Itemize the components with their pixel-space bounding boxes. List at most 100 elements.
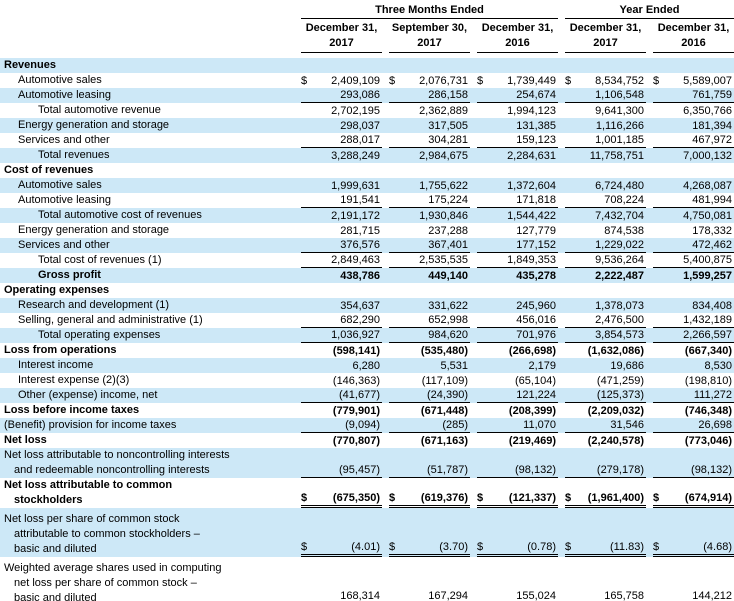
value-cell: 9,536,264	[558, 253, 646, 268]
row-label-line: attributable to common stockholders –	[14, 528, 200, 540]
row-label: Weighted average shares used in computin…	[0, 557, 294, 601]
value: 4,750,081	[683, 210, 733, 222]
row-label: Net loss attributable to noncontrolling …	[0, 448, 294, 478]
value: 11,070	[523, 419, 556, 431]
value-cell: 701,976	[470, 328, 558, 343]
value: 5,400,875	[683, 254, 733, 266]
value: (535,480)	[420, 345, 468, 357]
table-row: Total automotive cost of revenues 2,191,1…	[0, 208, 734, 223]
value-cell	[294, 163, 382, 178]
header-group-row: Three Months Ended Year Ended	[0, 3, 734, 21]
value-cell: 298,037	[294, 118, 382, 133]
value-cell: 682,290	[294, 313, 382, 328]
value-cell: 254,674	[470, 88, 558, 103]
row-label: Revenues	[0, 58, 294, 73]
row-label-line: stockholders	[14, 494, 83, 506]
row-label-line: Selling, general and administrative (1)	[18, 314, 203, 326]
table-row: Cost of revenues	[0, 163, 734, 178]
value: 167,294	[428, 590, 468, 601]
value: (598,141)	[332, 345, 380, 357]
row-label-line: Energy generation and storage	[18, 224, 170, 236]
value: 2,362,889	[419, 105, 468, 117]
dollar-sign: $	[301, 492, 308, 504]
row-label-line: Net loss attributable to noncontrolling …	[4, 449, 230, 461]
value-cell: 467,972	[646, 133, 734, 148]
value: 481,994	[692, 194, 733, 206]
value-cell: $2,409,109	[294, 73, 382, 88]
table-row: Selling, general and administrative (1) 6…	[0, 313, 734, 328]
value: 5,531	[440, 360, 468, 372]
value-cell: $ (0.78)	[470, 508, 558, 557]
col-group-year-ended: Year Ended	[565, 3, 734, 19]
value-cell: (2,209,032)	[558, 403, 646, 418]
value: 6,724,480	[595, 180, 644, 192]
value-cell: $ (11.83)	[558, 508, 646, 557]
value: 1,739,449	[507, 75, 556, 87]
value: 1,001,185	[595, 134, 644, 146]
dollar-sign: $	[301, 75, 308, 87]
value-cell: 2,535,535	[382, 253, 470, 268]
value-cell: 167,294	[382, 557, 470, 601]
value-cell: (667,340)	[646, 343, 734, 358]
row-label-line: Total revenues	[38, 149, 110, 161]
value: 456,016	[516, 314, 556, 326]
column-header-dec31-2017-q: December 31, 2017	[301, 21, 382, 53]
value-cell: 1,001,185	[558, 133, 646, 148]
value-cell: 8,530	[646, 358, 734, 373]
value-cell: 354,637	[294, 298, 382, 313]
value: 175,224	[428, 194, 468, 206]
value-cell: (1,632,086)	[558, 343, 646, 358]
column-header-date: December 31,	[569, 22, 642, 34]
value-cell: 11,758,751	[558, 148, 646, 163]
value: 2,179	[528, 360, 556, 372]
value: 874,538	[604, 225, 644, 237]
row-label: Loss from operations	[0, 343, 294, 358]
value-cell: 5,531	[382, 358, 470, 373]
value: (266,698)	[508, 345, 556, 357]
value: 708,224	[604, 194, 644, 206]
value-cell	[470, 163, 558, 178]
value-cell: 121,224	[470, 388, 558, 403]
row-label-line: Gross profit	[38, 269, 101, 281]
value-cell: 171,818	[470, 193, 558, 208]
value: 1,599,257	[683, 270, 733, 282]
value-cell: 131,385	[470, 118, 558, 133]
value: 467,972	[692, 134, 733, 146]
value-cell: 1,432,189	[646, 313, 734, 328]
value: 435,278	[516, 270, 556, 282]
value-cell: (125,373)	[558, 388, 646, 403]
value-cell: $8,534,752	[558, 73, 646, 88]
value-cell: 19,686	[558, 358, 646, 373]
value: 1,116,266	[595, 120, 644, 132]
value-cell: 155,024	[470, 557, 558, 601]
value: 168,314	[340, 590, 380, 601]
value-cell: 1,544,422	[470, 208, 558, 223]
value: 7,432,704	[595, 210, 644, 222]
value: 1,999,631	[331, 180, 380, 192]
value-cell: 1,599,257	[646, 268, 734, 283]
value: (51,787)	[427, 464, 468, 476]
value: (117,109)	[421, 375, 468, 387]
value: 1,372,604	[507, 180, 556, 192]
value-cell: 2,984,675	[382, 148, 470, 163]
value: (4.01)	[351, 541, 380, 553]
value-cell: 9,641,300	[558, 103, 646, 118]
row-label: (Benefit) provision for income taxes	[0, 418, 294, 433]
value: 237,288	[428, 225, 468, 237]
value: (121,337)	[508, 492, 556, 504]
column-header-year: 2017	[417, 37, 442, 49]
value: 177,152	[516, 239, 556, 251]
row-label: Research and development (1)	[0, 298, 294, 313]
value: (770,807)	[332, 435, 380, 447]
value-cell: 761,759	[646, 88, 734, 103]
row-label: Automotive leasing	[0, 88, 294, 103]
row-label-line: (Benefit) provision for income taxes	[4, 419, 177, 431]
value: 1,930,846	[419, 210, 468, 222]
value: 127,779	[516, 225, 556, 237]
value-cell: 1,116,266	[558, 118, 646, 133]
value-cell: 144,212	[646, 557, 734, 601]
row-label-line: Total operating expenses	[38, 329, 161, 341]
value: 1,378,073	[595, 300, 644, 312]
table-header: Three Months Ended Year Ended December 3…	[0, 3, 734, 58]
table-row: Loss before income taxes (779,901) (671,44…	[0, 403, 734, 418]
